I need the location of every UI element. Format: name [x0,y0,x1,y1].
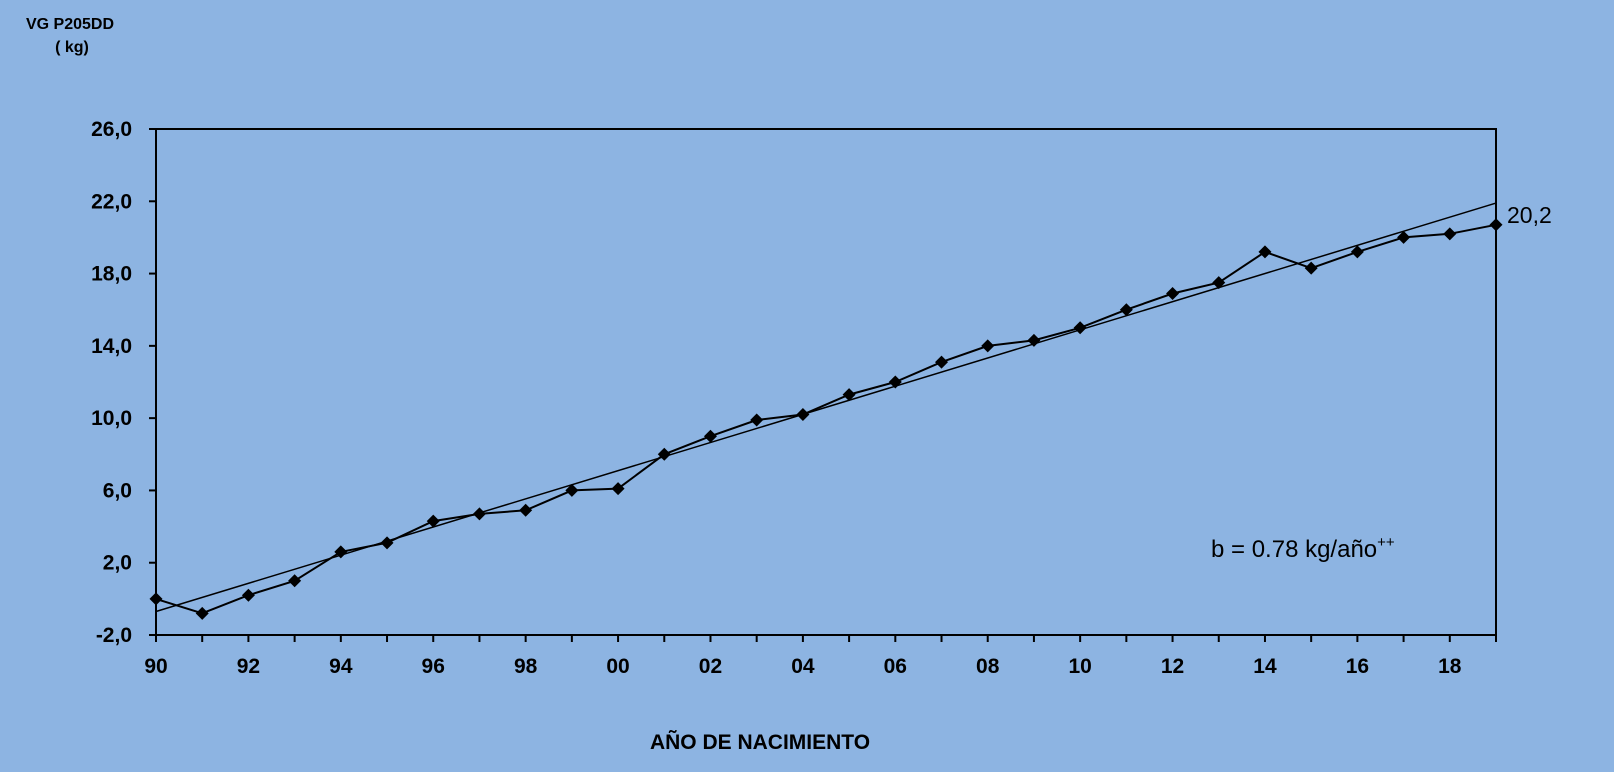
x-tick-label: 16 [1346,655,1369,678]
data-point [611,482,625,496]
data-point [888,375,902,389]
data-point [796,408,810,422]
slope-annotation-superscript: ++ [1377,534,1395,551]
data-point [1027,333,1041,347]
data-point [750,413,764,427]
data-point [935,355,949,369]
y-tick-label: 10,0 [91,407,132,430]
x-tick-label: 94 [329,655,353,678]
data-point [1212,276,1226,290]
x-axis-ticks: 90 92 94 96 98 00 02 04 06 08 10 12 14 16 18 [144,635,1497,678]
data-point [703,429,717,443]
data-point [657,447,671,461]
y-axis-ticks: 26,0 22,0 18,0 14,0 10,0 6,0 2,0 -2,0 [91,118,156,647]
x-tick-label: 02 [699,655,722,678]
data-point [519,503,533,517]
data-point [288,574,302,588]
x-tick-label: 14 [1253,655,1277,678]
x-tick-label: 90 [144,655,167,678]
data-point [472,507,486,521]
data-point [1397,230,1411,244]
x-tick-label: 92 [237,655,260,678]
data-point [981,339,995,353]
x-tick-label: 98 [514,655,538,678]
data-point [241,588,255,602]
x-tick-label: 12 [1161,655,1184,678]
x-tick-label: 96 [422,655,445,678]
data-point [1073,321,1087,335]
x-axis-label: AÑO DE NACIMIENTO [650,731,870,754]
x-tick-label: 06 [884,655,907,678]
data-point [565,483,579,497]
data-point [842,388,856,402]
slope-annotation: b = 0.78 kg/año++ [1211,534,1395,563]
data-point [149,592,163,606]
x-tick-label: 10 [1068,655,1091,678]
series-group [149,218,1503,620]
x-tick-label: 18 [1438,655,1462,678]
y-tick-label: 18,0 [91,263,132,286]
data-point [1119,303,1133,317]
data-point [1350,245,1364,259]
y-axis-label: VG P205DD [26,16,114,33]
slope-annotation-text: b = 0.78 kg/año [1211,536,1377,563]
y-tick-label: 14,0 [91,335,132,358]
data-point [1258,245,1272,259]
series-line [155,223,1497,615]
y-tick-label: 6,0 [103,479,132,502]
data-point [380,536,394,550]
plot-area [155,128,1497,636]
data-point [426,514,440,528]
data-point [334,545,348,559]
x-tick-label: 08 [976,655,1000,678]
y-axis-unit: ( kg) [55,39,89,56]
x-tick-label: 04 [791,655,815,678]
y-tick-label: 2,0 [103,552,132,575]
y-tick-label: 26,0 [91,118,132,141]
data-point [1443,227,1457,241]
y-tick-label: 22,0 [91,190,132,213]
end-value-label: 20,2 [1507,202,1552,228]
data-point [195,606,209,620]
y-tick-label: -2,0 [96,624,132,647]
data-point [1304,261,1318,275]
data-point [1489,218,1503,232]
x-tick-label: 00 [606,655,629,678]
data-point [1166,286,1180,300]
